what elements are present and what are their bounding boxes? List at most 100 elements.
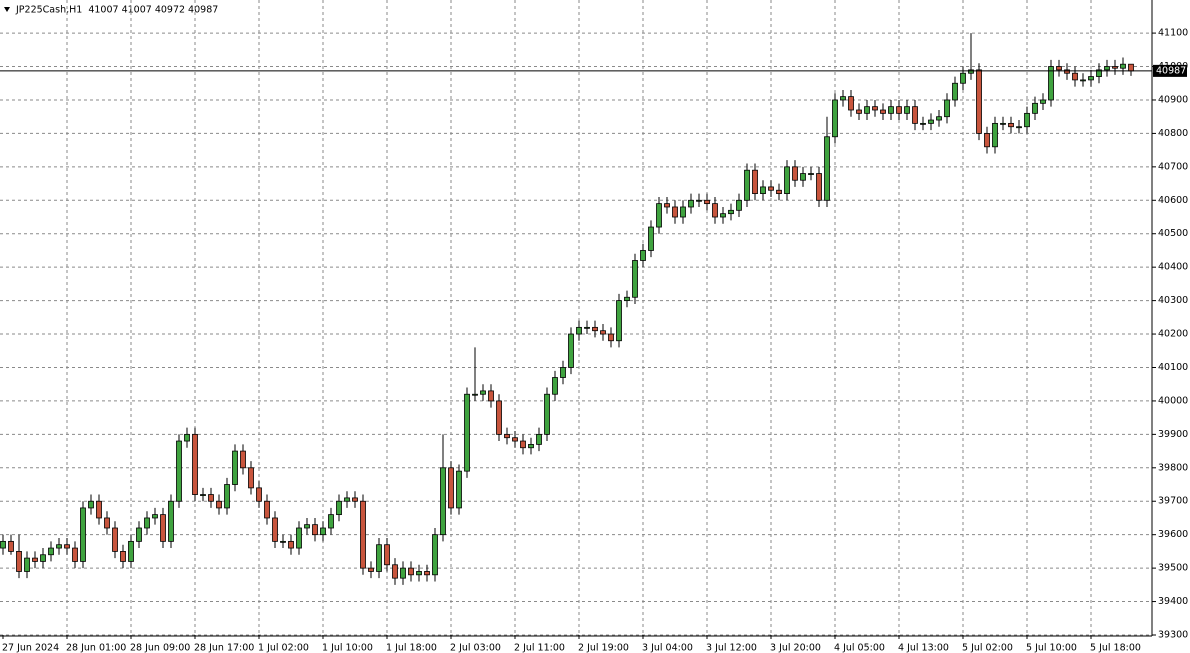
candle-body [456, 470, 462, 509]
candle-body [240, 450, 246, 469]
candle-body [1072, 72, 1078, 81]
y-tick-label: 40800 [1158, 128, 1188, 139]
candle-body [896, 106, 902, 114]
candle-body [736, 199, 742, 211]
candle-body [544, 393, 550, 435]
candle-body [1104, 66, 1110, 71]
candle-body [80, 507, 86, 562]
candle-body [616, 300, 622, 342]
candle-body [832, 99, 838, 138]
candle-body [40, 554, 46, 562]
candle-body [752, 169, 758, 195]
candle-body [96, 500, 102, 519]
y-tick-label: 40700 [1158, 161, 1188, 172]
candle-body [576, 326, 582, 335]
candle-body [368, 567, 374, 572]
x-tick-label: 3 Jul 04:00 [642, 643, 693, 653]
candle-body [704, 199, 710, 205]
candle-body [1088, 76, 1094, 81]
candle-body [712, 203, 718, 218]
x-tick-label: 3 Jul 12:00 [706, 643, 757, 653]
candle-body [680, 206, 686, 218]
y-tick-label: 39300 [1158, 630, 1188, 641]
y-tick-label: 39700 [1158, 496, 1188, 507]
candle-body [1128, 63, 1134, 72]
x-tick-label: 1 Jul 02:00 [258, 643, 309, 653]
candle-body [184, 433, 190, 442]
candle-body [432, 534, 438, 576]
candle-body [8, 540, 14, 552]
candle-body [1096, 69, 1102, 77]
candle-body [488, 390, 494, 402]
candle-body [536, 433, 542, 445]
y-tick-label: 40400 [1158, 262, 1188, 273]
candle-body [688, 199, 694, 208]
y-tick-label: 39600 [1158, 529, 1188, 540]
x-tick-label: 4 Jul 13:00 [898, 643, 949, 653]
y-tick-label: 40600 [1158, 195, 1188, 206]
candle-body [664, 203, 670, 208]
current-price-label: 40987 [1156, 65, 1186, 76]
candle-body [144, 517, 150, 529]
candle-body [256, 487, 262, 502]
y-tick-label: 40300 [1158, 295, 1188, 306]
chart-title: JP225Cash,H1 41007 41007 40972 40987 [15, 5, 218, 16]
candle-body [104, 517, 110, 529]
candle-body [1112, 66, 1118, 69]
candle-body [248, 467, 254, 489]
x-tick-label: 27 Jun 2024 [2, 643, 59, 653]
candle-body [640, 250, 646, 261]
menu-arrow[interactable] [4, 7, 10, 12]
candle-body [392, 564, 398, 579]
candle-body [872, 106, 878, 111]
candle-body [936, 116, 942, 121]
y-tick-label: 40500 [1158, 228, 1188, 239]
y-tick-label: 39400 [1158, 596, 1188, 607]
x-tick-label: 5 Jul 10:00 [1026, 643, 1077, 653]
candle-body [864, 106, 870, 114]
x-tick-label: 28 Jun 01:00 [66, 643, 126, 653]
candle-body [464, 393, 470, 472]
candle-body [520, 440, 526, 449]
candle-body [384, 544, 390, 566]
candle-body [1040, 99, 1046, 104]
candle-body [792, 166, 798, 181]
candle-body [56, 544, 62, 549]
candle-body [768, 186, 774, 191]
y-tick-label: 39500 [1158, 563, 1188, 574]
candle-body [176, 440, 182, 502]
candle-body [440, 467, 446, 536]
candle-body [600, 330, 606, 335]
candle-body [168, 500, 174, 542]
candle-body [224, 484, 230, 509]
candle-body [376, 544, 382, 572]
candle-body [0, 540, 6, 549]
candle-body [984, 133, 990, 148]
x-tick-label: 1 Jul 10:00 [322, 643, 373, 653]
x-tick-label: 4 Jul 05:00 [834, 643, 885, 653]
candle-body [944, 99, 950, 118]
candle-body [1080, 79, 1086, 82]
candle-body [32, 557, 38, 562]
candle-body [48, 547, 54, 556]
candle-body [496, 400, 502, 435]
y-tick-label: 39900 [1158, 429, 1188, 440]
candle-body [744, 169, 750, 201]
candle-body [128, 540, 134, 562]
candle-body [656, 203, 662, 228]
candle-body [608, 333, 614, 342]
candle-body [552, 377, 558, 395]
candle-body [632, 260, 638, 298]
candle-body [1032, 102, 1038, 114]
candle-body [512, 437, 518, 442]
candle-body [1056, 66, 1062, 71]
x-tick-label: 5 Jul 18:00 [1090, 643, 1141, 653]
candle-body [568, 333, 574, 368]
candle-body [816, 173, 822, 201]
current-price-box [1153, 64, 1187, 77]
candle-body [160, 514, 166, 542]
candle-body [976, 69, 982, 134]
candle-body [888, 106, 894, 114]
candle-body [1064, 69, 1070, 74]
